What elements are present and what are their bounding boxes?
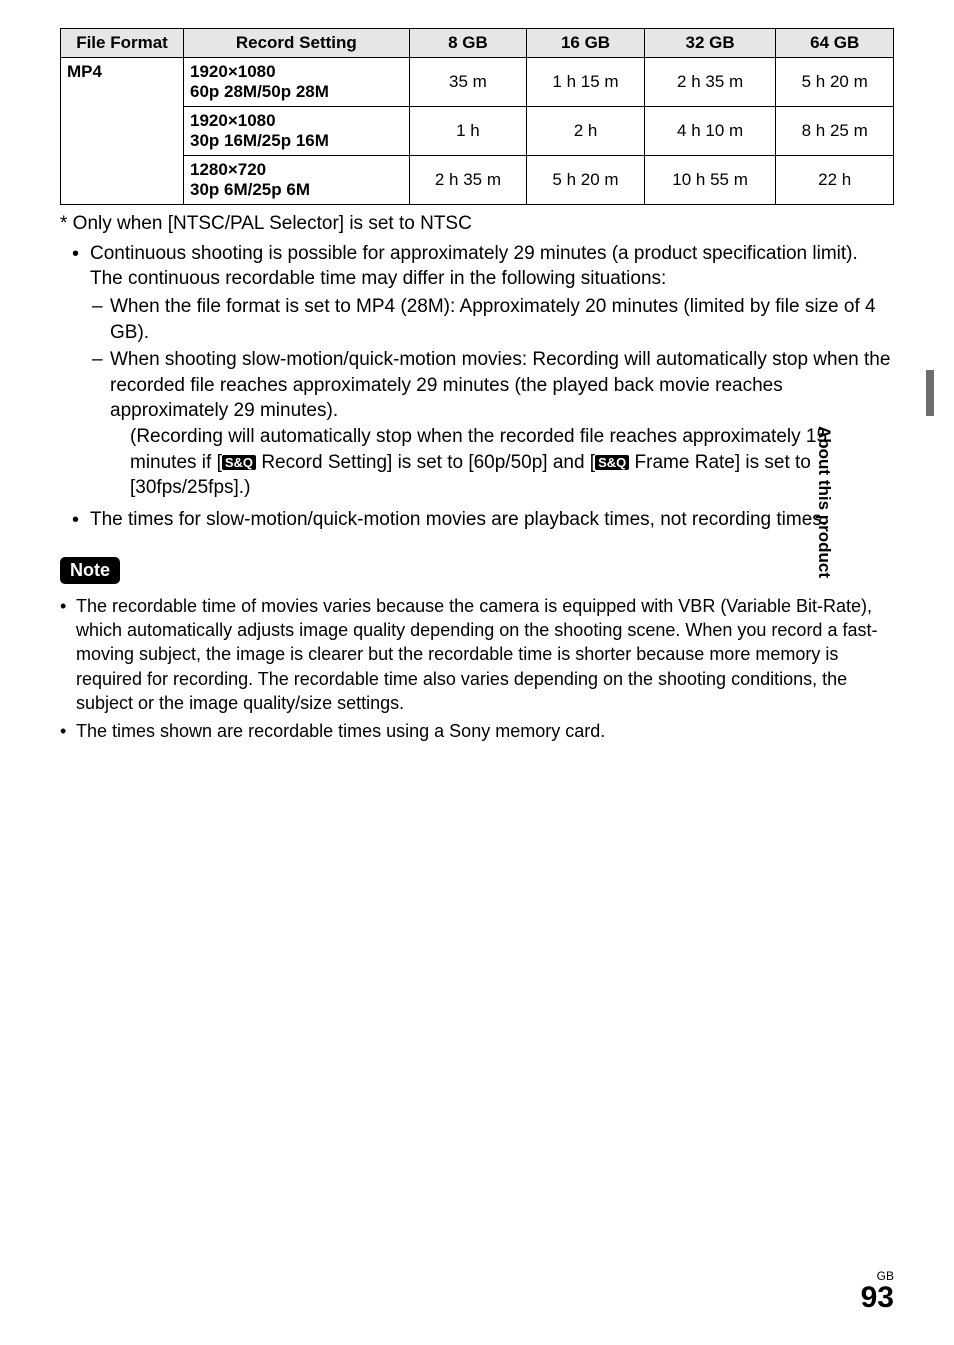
cell-16gb: 5 h 20 m xyxy=(527,156,645,205)
cell-32gb: 4 h 10 m xyxy=(644,107,776,156)
cell-16gb: 2 h xyxy=(527,107,645,156)
sub-dash-text: When shooting slow-motion/quick-motion m… xyxy=(110,349,890,421)
col-32gb: 32 GB xyxy=(644,29,776,58)
bullet-text: Continuous shooting is possible for appr… xyxy=(90,243,858,290)
cell-16gb: 1 h 15 m xyxy=(527,58,645,107)
bullet-playback-times: The times for slow-motion/quick-motion m… xyxy=(60,507,894,533)
note-item: The recordable time of movies varies bec… xyxy=(60,594,894,715)
side-tab: About this product xyxy=(908,370,934,600)
table-row: 1280×720 30p 6M/25p 6M 2 h 35 m 5 h 20 m… xyxy=(61,156,894,205)
sq-icon: S&Q xyxy=(222,455,256,470)
page-footer: GB 93 xyxy=(861,1269,894,1313)
col-file-format: File Format xyxy=(61,29,184,58)
cell-8gb: 35 m xyxy=(409,58,527,107)
sq-icon: S&Q xyxy=(595,455,629,470)
cell-32gb: 10 h 55 m xyxy=(644,156,776,205)
sub-dash-item: When shooting slow-motion/quick-motion m… xyxy=(90,347,894,501)
cell-64gb: 8 h 25 m xyxy=(776,107,894,156)
cell-8gb: 2 h 35 m xyxy=(409,156,527,205)
main-bullet-list: Continuous shooting is possible for appr… xyxy=(60,241,894,533)
text-fragment: Record Setting] is set to [60p/50p] and … xyxy=(256,452,595,473)
cell-record-setting: 1920×1080 60p 28M/50p 28M xyxy=(184,58,410,107)
recording-time-table: File Format Record Setting 8 GB 16 GB 32… xyxy=(60,28,894,205)
cell-64gb: 22 h xyxy=(776,156,894,205)
table-row: MP4 1920×1080 60p 28M/50p 28M 35 m 1 h 1… xyxy=(61,58,894,107)
cell-file-format: MP4 xyxy=(61,58,184,205)
cell-8gb: 1 h xyxy=(409,107,527,156)
sub-dash-list: When the file format is set to MP4 (28M)… xyxy=(90,294,894,501)
side-tab-bar xyxy=(926,370,934,416)
col-record-setting: Record Setting xyxy=(184,29,410,58)
cell-record-setting: 1920×1080 30p 16M/25p 16M xyxy=(184,107,410,156)
cell-32gb: 2 h 35 m xyxy=(644,58,776,107)
note-bullet-list: The recordable time of movies varies bec… xyxy=(60,594,894,744)
cell-64gb: 5 h 20 m xyxy=(776,58,894,107)
col-64gb: 64 GB xyxy=(776,29,894,58)
sub-sub-text: (Recording will automatically stop when … xyxy=(110,424,894,501)
table-row: 1920×1080 30p 16M/25p 16M 1 h 2 h 4 h 10… xyxy=(61,107,894,156)
cell-record-setting: 1280×720 30p 6M/25p 6M xyxy=(184,156,410,205)
note-badge: Note xyxy=(60,557,120,584)
table-header-row: File Format Record Setting 8 GB 16 GB 32… xyxy=(61,29,894,58)
note-item: The times shown are recordable times usi… xyxy=(60,719,894,743)
sub-dash-item: When the file format is set to MP4 (28M)… xyxy=(90,294,894,345)
manual-page: File Format Record Setting 8 GB 16 GB 32… xyxy=(0,0,954,1345)
page-number: 93 xyxy=(861,1283,894,1313)
bullet-continuous-shooting: Continuous shooting is possible for appr… xyxy=(60,241,894,501)
side-tab-label: About this product xyxy=(814,426,834,596)
col-8gb: 8 GB xyxy=(409,29,527,58)
col-16gb: 16 GB xyxy=(527,29,645,58)
table-footnote: * Only when [NTSC/PAL Selector] is set t… xyxy=(60,211,894,237)
